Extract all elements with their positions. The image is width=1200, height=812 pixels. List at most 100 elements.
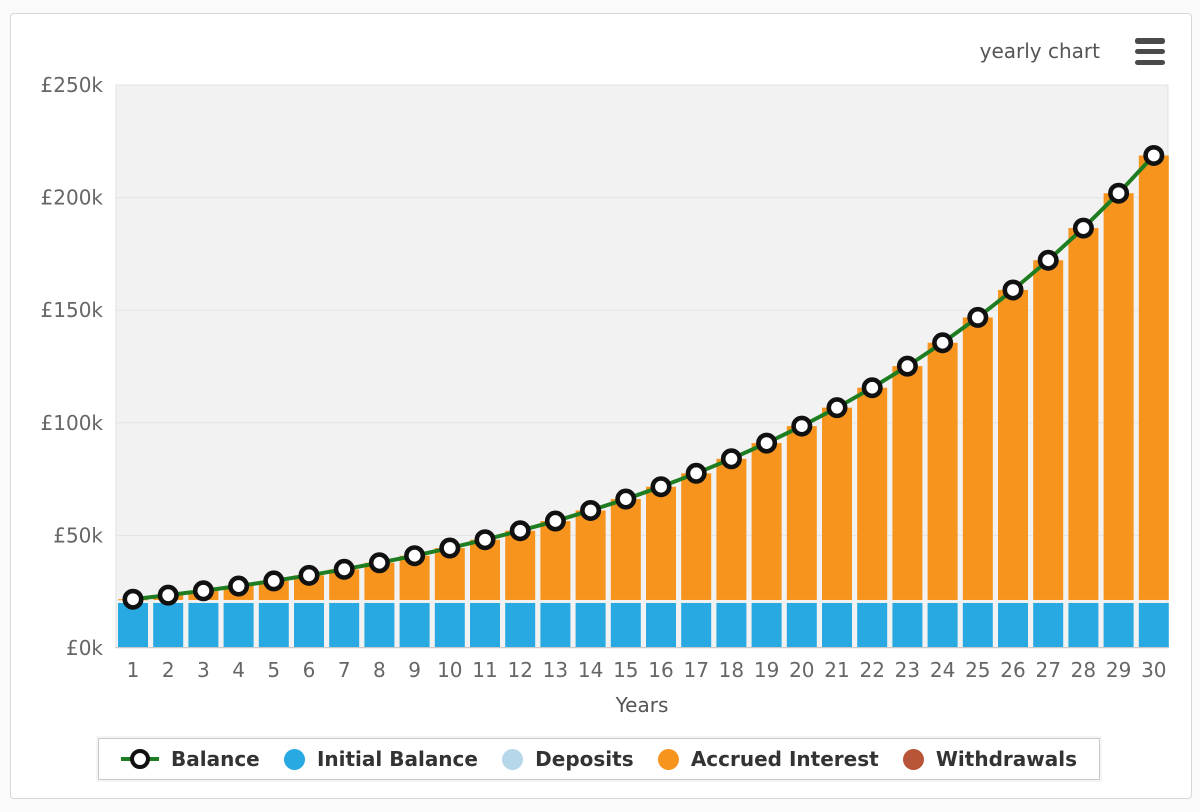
balance-marker[interactable] [298,564,320,586]
bar-accrued-interest[interactable] [927,342,958,600]
bar-accrued-interest[interactable] [1138,155,1169,600]
balance-marker[interactable] [1037,249,1059,271]
balance-marker[interactable] [1143,144,1165,166]
deposits-dot-icon [502,748,524,770]
balance-marker[interactable] [509,520,531,542]
bar-initial-balance[interactable] [610,602,641,648]
balance-marker[interactable] [650,476,672,498]
bar-accrued-interest[interactable] [716,458,747,600]
balance-marker[interactable] [122,588,144,610]
balance-marker[interactable] [791,415,813,437]
balance-marker[interactable] [932,332,954,354]
bar-initial-balance[interactable] [927,602,958,648]
bar-initial-balance[interactable] [434,602,465,648]
bar-initial-balance[interactable] [786,602,817,648]
legend-item-balance[interactable]: Balance [121,747,260,771]
bar-accrued-interest[interactable] [998,289,1028,600]
bar-initial-balance[interactable] [118,602,148,648]
bar-accrued-interest[interactable] [857,387,888,600]
bar-initial-balance[interactable] [1068,602,1099,648]
bar-accrued-interest[interactable] [892,366,923,600]
balance-marker[interactable] [192,580,214,602]
bar-accrued-interest[interactable] [646,486,676,600]
x-tick-label: 2 [162,658,175,682]
balance-marker[interactable] [404,545,426,567]
legend-item-accrued-interest[interactable]: Accrued Interest [657,747,879,771]
bar-initial-balance[interactable] [857,602,888,648]
legend-item-deposits[interactable]: Deposits [502,747,634,771]
bar-accrued-interest[interactable] [822,407,852,600]
bar-initial-balance[interactable] [294,602,324,648]
bar-initial-balance[interactable] [329,602,360,648]
bar-accrued-interest[interactable] [575,510,606,600]
balance-marker[interactable] [157,584,179,606]
balance-marker[interactable] [1072,217,1094,239]
bar-accrued-interest[interactable] [1103,193,1134,600]
bar-initial-balance[interactable] [1138,602,1169,648]
hamburger-icon [1135,59,1165,65]
x-tick-label: 23 [895,658,920,682]
balance-marker[interactable] [580,499,602,521]
initial-balance-dot-icon [283,748,305,770]
balance-marker[interactable] [685,462,707,484]
bar-initial-balance[interactable] [258,602,289,648]
bar-initial-balance[interactable] [822,602,852,648]
balance-marker[interactable] [1108,182,1130,204]
bar-initial-balance[interactable] [505,602,536,648]
balance-marker[interactable] [474,529,496,551]
bar-accrued-interest[interactable] [1068,228,1099,600]
bar-initial-balance[interactable] [751,602,782,648]
balance-marker[interactable] [967,306,989,328]
bar-accrued-interest[interactable] [610,499,641,600]
x-tick-label: 17 [683,658,708,682]
bar-initial-balance[interactable] [716,602,747,648]
bar-accrued-interest[interactable] [751,443,782,600]
bar-initial-balance[interactable] [470,602,500,648]
balance-marker[interactable] [615,488,637,510]
bar-accrued-interest[interactable] [1033,260,1064,600]
chart-legend: Balance Initial Balance Deposits Accrued… [98,738,1100,780]
legend-item-initial-balance[interactable]: Initial Balance [283,747,478,771]
bar-initial-balance[interactable] [364,602,395,648]
x-tick-label: 25 [965,658,990,682]
bar-initial-balance[interactable] [646,602,676,648]
bar-accrued-interest[interactable] [962,317,993,600]
bar-accrued-interest[interactable] [786,426,817,600]
bar-initial-balance[interactable] [892,602,923,648]
balance-marker[interactable] [368,552,390,574]
bar-accrued-interest[interactable] [505,530,536,600]
y-tick-label: £250k [41,73,104,97]
bar-accrued-interest[interactable] [540,521,571,600]
balance-marker[interactable] [861,377,883,399]
bar-initial-balance[interactable] [540,602,571,648]
x-tick-label: 6 [303,658,316,682]
balance-marker[interactable] [1002,279,1024,301]
chart-menu-button[interactable] [1135,38,1165,65]
bar-initial-balance[interactable] [153,602,184,648]
bar-initial-balance[interactable] [575,602,606,648]
bar-initial-balance[interactable] [399,602,430,648]
balance-marker[interactable] [826,397,848,419]
y-tick-label: £150k [41,298,104,322]
balance-marker[interactable] [896,355,918,377]
balance-marker[interactable] [333,558,355,580]
y-tick-label: £50k [53,523,103,547]
bar-initial-balance[interactable] [188,602,219,648]
bar-initial-balance[interactable] [962,602,993,648]
bar-initial-balance[interactable] [681,602,712,648]
balance-marker[interactable] [439,537,461,559]
x-tick-label: 27 [1035,658,1060,682]
balance-marker[interactable] [720,448,742,470]
balance-marker[interactable] [544,510,566,532]
balance-line-marker-icon [121,748,159,770]
bar-initial-balance[interactable] [998,602,1028,648]
bar-accrued-interest[interactable] [681,473,712,600]
bar-initial-balance[interactable] [1103,602,1134,648]
balance-marker[interactable] [756,432,778,454]
bar-initial-balance[interactable] [1033,602,1064,648]
balance-marker[interactable] [263,570,285,592]
bar-initial-balance[interactable] [223,602,254,648]
legend-item-withdrawals[interactable]: Withdrawals [902,747,1077,771]
balance-marker[interactable] [228,575,250,597]
hamburger-icon [1135,48,1165,55]
